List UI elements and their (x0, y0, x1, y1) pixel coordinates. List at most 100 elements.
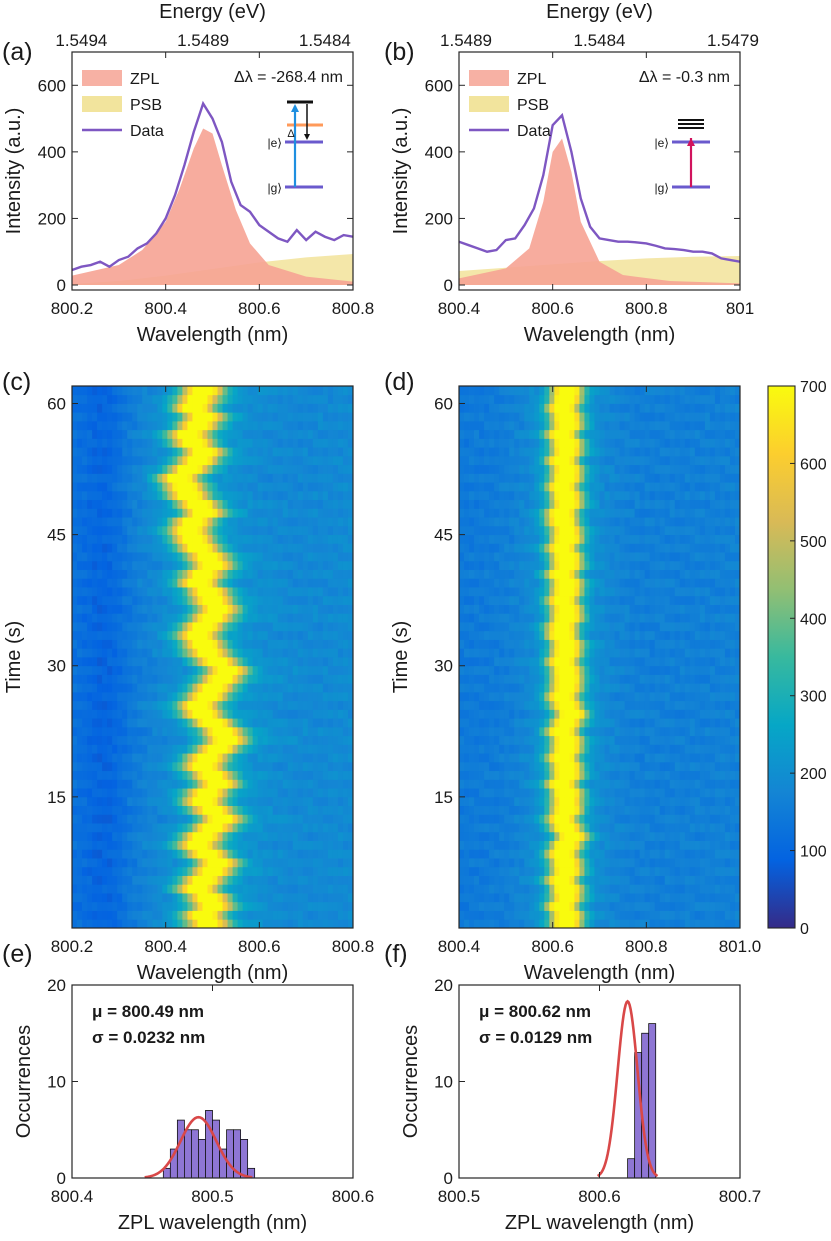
heatmap-cell (72, 674, 78, 684)
heatmap-cell (312, 420, 319, 431)
heatmap-cell (504, 744, 510, 754)
heatmap-cell (724, 761, 731, 772)
heatmap-cell (182, 639, 188, 649)
heatmap-cell (142, 788, 148, 798)
heatmap-cell (347, 823, 354, 833)
heatmap-cell (77, 639, 83, 649)
heatmap-cell (347, 910, 354, 920)
heatmap-cell (217, 613, 223, 623)
heatmap-cell (337, 665, 344, 675)
heatmap-cell (272, 595, 279, 605)
heatmap-cell (519, 805, 525, 815)
heatmap-cell (82, 552, 88, 562)
heatmap-cell (584, 753, 590, 763)
heatmap-cell (127, 823, 133, 833)
heatmap-cell (714, 840, 721, 850)
heatmap-cell (494, 814, 500, 824)
heatmap-cell (82, 517, 88, 527)
heatmap-cell (322, 657, 329, 667)
heatmap-cell (674, 823, 681, 833)
heatmap-cell (574, 901, 580, 911)
heatmap-cell (679, 814, 686, 824)
heatmap-cell (624, 753, 631, 763)
heatmap-cell (112, 595, 118, 605)
heatmap-cell (599, 735, 605, 745)
heatmap-cell (197, 464, 203, 474)
heatmap-cell (322, 517, 329, 527)
heatmap-cell (469, 779, 475, 789)
heatmap-cell (112, 386, 118, 396)
heatmap-cell (734, 735, 741, 745)
heatmap-cell (237, 560, 244, 570)
heatmap-cell (699, 796, 706, 807)
heatmap-cell (659, 875, 666, 885)
heatmap-cell (92, 438, 98, 448)
heatmap-cell (297, 866, 304, 876)
heatmap-cell (282, 630, 289, 640)
heatmap-cell (719, 779, 726, 789)
heatmap-cell (172, 823, 178, 833)
heatmap-cell (197, 910, 203, 920)
heatmap-cell (594, 866, 600, 876)
heatmap-cell (654, 823, 661, 833)
heatmap-cell (302, 447, 309, 457)
heatmap-cell (639, 901, 646, 911)
heatmap-cell (132, 438, 138, 448)
heatmap-cell (87, 858, 93, 868)
heatmap-cell (307, 779, 314, 789)
heatmap-cell (172, 770, 178, 780)
heatmap-cell (332, 796, 339, 807)
heatmap-cell (177, 849, 183, 859)
heatmap-cell (82, 473, 88, 483)
heatmap-cell (87, 569, 93, 579)
heatmap-cell (227, 796, 233, 807)
heatmap-cell (619, 744, 625, 754)
heatmap-cell (332, 464, 339, 474)
heatmap-cell (539, 709, 545, 719)
heatmap-cell (529, 744, 535, 754)
heatmap-cell (282, 578, 289, 588)
heatmap-cell (152, 674, 158, 684)
heatmap-cell (312, 657, 319, 667)
heatmap-cell (322, 910, 329, 920)
heatmap-cell (292, 482, 299, 492)
heatmap-cell (207, 464, 213, 474)
heatmap-cell (177, 455, 183, 466)
heatmap-cell (112, 517, 118, 527)
heatmap-cell (584, 735, 590, 745)
heatmap-cell (77, 674, 83, 684)
heatmap-cell (92, 560, 98, 570)
heatmap-cell (212, 587, 218, 597)
heatmap-cell (317, 543, 324, 553)
heatmap-cell (654, 796, 661, 807)
heatmap-cell (292, 700, 299, 710)
heatmap-cell (297, 534, 304, 544)
heatmap-cell (147, 849, 153, 859)
heatmap-cell (92, 761, 98, 772)
heatmap-cell (629, 823, 636, 833)
heatmap-cell (734, 796, 741, 807)
heatmap-cell (272, 858, 279, 868)
heatmap-cell (509, 901, 515, 911)
heatmap-cell (479, 709, 485, 719)
x-tick-label-c: 800.2 (51, 937, 94, 956)
heatmap-cell (484, 866, 490, 876)
heatmap-cell (77, 455, 83, 466)
heatmap-cell (277, 412, 284, 422)
heatmap-cell (624, 919, 631, 929)
heatmap-cell (197, 849, 203, 859)
heatmap-cell (112, 552, 118, 562)
heatmap-cell (489, 735, 495, 745)
heatmap-cell (197, 534, 203, 544)
heatmap-cell (207, 578, 213, 588)
heatmap-cell (102, 683, 108, 693)
heatmap-cell (282, 910, 289, 920)
heatmap-cell (262, 386, 269, 396)
heatmap-cell (312, 473, 319, 483)
heatmap-cell (252, 674, 259, 684)
heatmap-cell (192, 796, 198, 807)
heatmap-cell (584, 744, 590, 754)
heatmap-cell (122, 587, 128, 597)
heatmap-cell (167, 858, 173, 868)
heatmap-cell (659, 919, 666, 929)
